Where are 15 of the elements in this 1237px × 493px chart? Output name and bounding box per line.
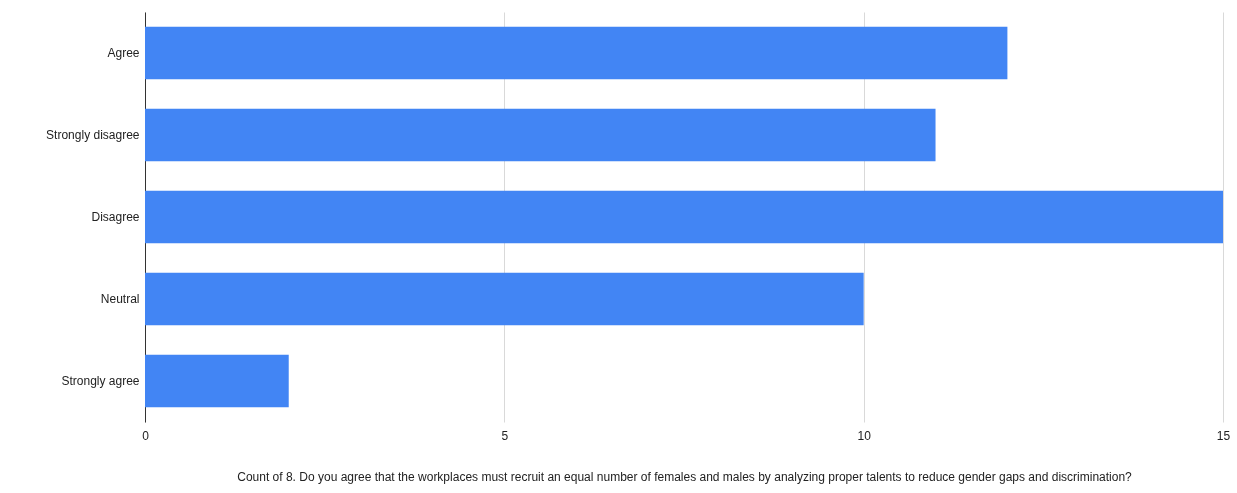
y-tick-label: Agree	[107, 46, 140, 60]
x-axis-title: Count of 8. Do you agree that the workplaces must recruit an equal number of females and males by analyzing proper talents to reduce gender gaps and discrimination?	[237, 469, 1133, 484]
x-tick-label: 15	[1216, 428, 1231, 443]
x-tick-label: 0	[142, 428, 150, 443]
y-tick-label: Disagree	[91, 210, 140, 224]
bar	[145, 190, 1223, 244]
y-tick-label: Strongly disagree	[46, 128, 140, 142]
bar	[145, 354, 289, 408]
y-tick-label: Neutral	[100, 292, 140, 306]
y-tick-label: Strongly agree	[61, 374, 140, 388]
x-tick-label: 10	[857, 428, 872, 443]
bar	[145, 108, 936, 162]
bar	[145, 272, 864, 326]
x-tick-label: 5	[501, 428, 509, 443]
bar	[145, 26, 1008, 80]
